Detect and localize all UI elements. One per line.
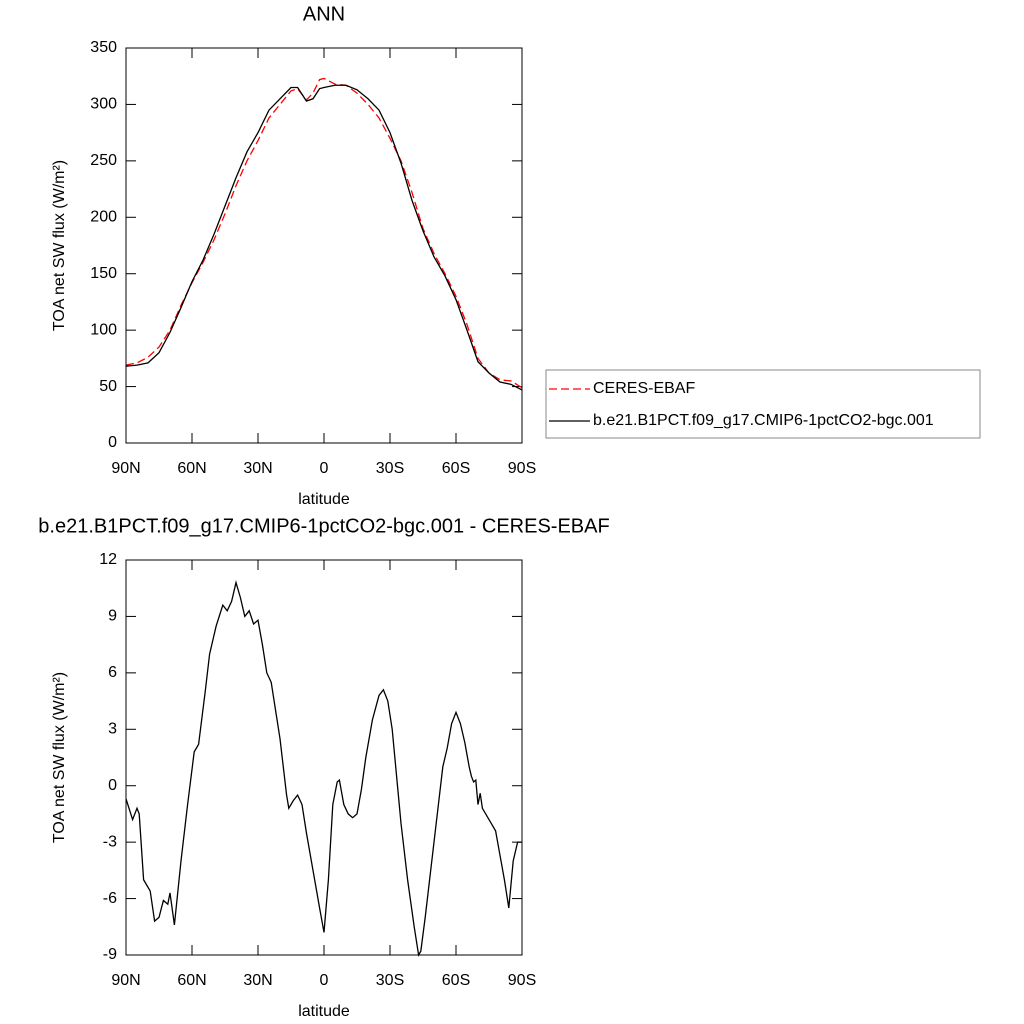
x-tick-label: 90N xyxy=(111,972,140,989)
y-tick-label: 9 xyxy=(108,608,117,625)
y-tick-label: 6 xyxy=(108,664,117,681)
x-axis-label: latitude xyxy=(298,1003,350,1020)
series-line xyxy=(125,84,523,391)
legend-box xyxy=(545,369,981,439)
x-tick-label: 30N xyxy=(243,460,272,477)
y-tick-label: 0 xyxy=(108,434,117,451)
chart-title: b.e21.B1PCT.f09_g17.CMIP6-1pctCO2-bgc.00… xyxy=(38,515,609,537)
legend-label: CERES-EBAF xyxy=(593,380,695,397)
x-tick-label: 30S xyxy=(376,460,404,477)
y-tick-label: 300 xyxy=(90,96,117,113)
x-axis-label: latitude xyxy=(298,491,350,508)
x-tick-label: 60N xyxy=(177,460,206,477)
plot-frame xyxy=(125,47,523,444)
chart-title: ANN xyxy=(303,3,345,25)
x-tick-label: 0 xyxy=(320,460,329,477)
y-tick-label: -3 xyxy=(103,833,117,850)
x-tick-label: 90S xyxy=(508,460,536,477)
x-tick-label: 60S xyxy=(442,460,470,477)
y-axis-label: TOA net SW flux (W/m²) xyxy=(51,160,68,331)
y-axis-label: TOA net SW flux (W/m²) xyxy=(51,672,68,843)
x-tick-label: 0 xyxy=(320,972,329,989)
series-line xyxy=(125,77,523,389)
y-tick-label: 250 xyxy=(90,152,117,169)
y-tick-label: 12 xyxy=(99,551,117,568)
y-tick-label: 350 xyxy=(90,39,117,56)
y-tick-label: -6 xyxy=(103,890,117,907)
y-tick-label: -9 xyxy=(103,946,117,963)
x-tick-label: 60N xyxy=(177,972,206,989)
y-tick-label: 3 xyxy=(108,721,117,738)
x-tick-label: 30N xyxy=(243,972,272,989)
y-tick-label: 0 xyxy=(108,777,117,794)
series-line xyxy=(125,580,522,957)
x-tick-label: 90N xyxy=(111,460,140,477)
y-tick-label: 100 xyxy=(90,321,117,338)
legend-label: b.e21.B1PCT.f09_g17.CMIP6-1pctCO2-bgc.00… xyxy=(593,412,934,429)
x-tick-label: 60S xyxy=(442,972,470,989)
x-tick-label: 90S xyxy=(508,972,536,989)
x-tick-label: 30S xyxy=(376,972,404,989)
y-tick-label: 50 xyxy=(99,378,117,395)
y-tick-label: 200 xyxy=(90,209,117,226)
y-tick-label: 150 xyxy=(90,265,117,282)
plot-frame xyxy=(125,559,523,956)
